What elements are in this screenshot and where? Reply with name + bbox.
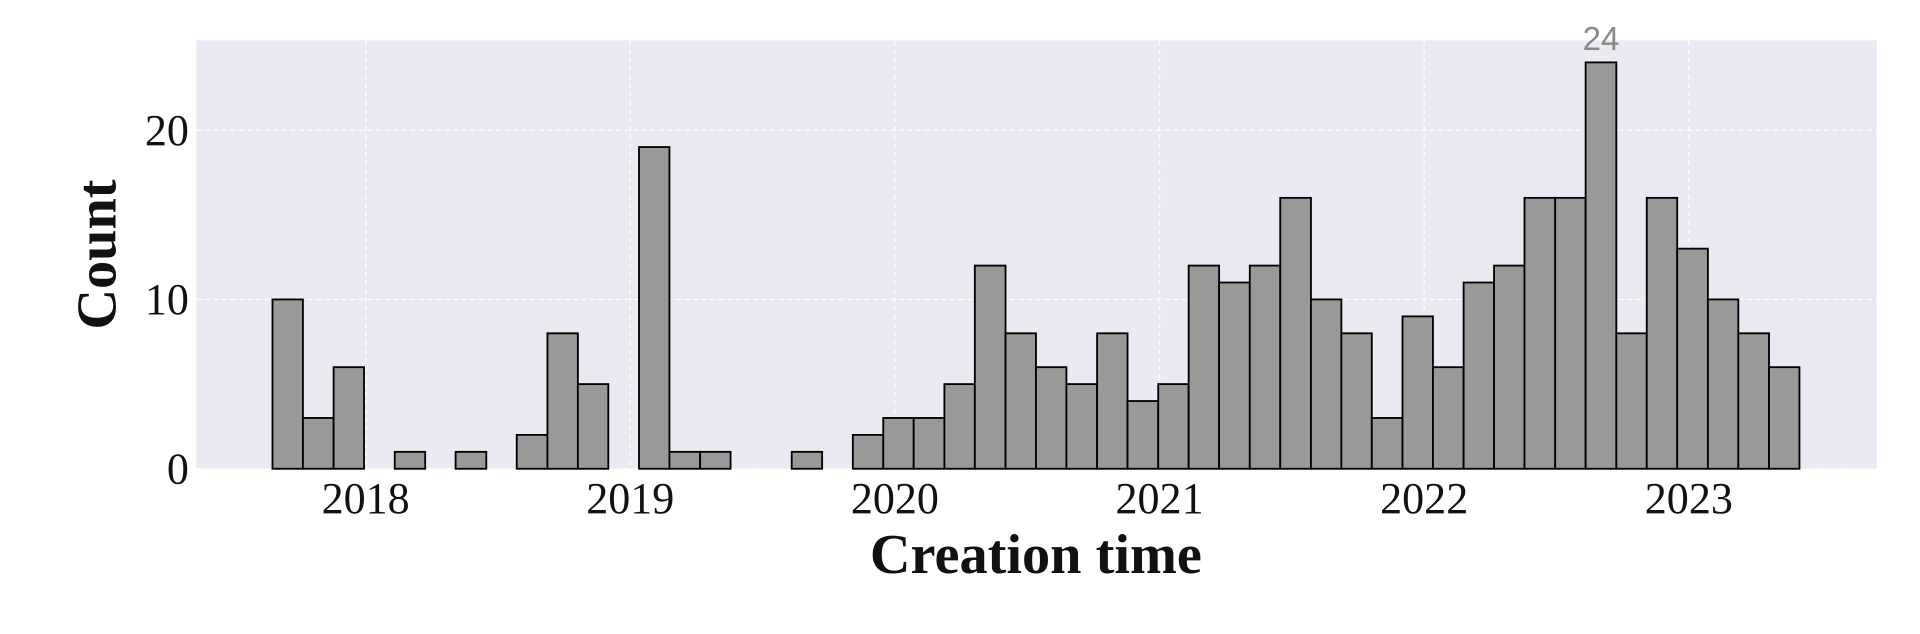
x-tick-label: 2021 <box>1116 474 1204 523</box>
bar <box>790 450 824 470</box>
x-axis-title: Creation time <box>870 524 1202 586</box>
bar <box>1004 332 1037 470</box>
bar <box>1676 247 1709 470</box>
bar <box>912 417 946 470</box>
bar <box>1035 366 1068 470</box>
y-tick-label: 20 <box>145 106 189 155</box>
bar <box>1126 400 1160 470</box>
bar <box>1584 61 1618 470</box>
bar <box>576 383 610 470</box>
bars <box>271 61 1801 470</box>
bar <box>638 146 671 470</box>
bar <box>1370 417 1404 470</box>
y-tick-label: 10 <box>145 275 189 324</box>
bar <box>271 298 304 470</box>
bar <box>1248 264 1282 470</box>
x-tick-label: 2018 <box>322 474 410 523</box>
bar <box>332 366 365 470</box>
bar <box>546 332 579 470</box>
bar <box>1065 383 1099 470</box>
bar <box>301 417 335 470</box>
bar <box>1157 383 1190 470</box>
bar <box>1554 196 1587 470</box>
bar <box>1615 332 1648 470</box>
bar <box>1737 332 1770 470</box>
bar <box>1218 281 1251 470</box>
y-axis-title: Count <box>66 179 128 329</box>
x-tick-label: 2020 <box>851 474 939 523</box>
y-tick-label: 0 <box>167 444 189 493</box>
bar <box>699 450 732 470</box>
bar <box>454 450 488 470</box>
bar <box>882 417 915 470</box>
bar <box>393 450 427 470</box>
bar <box>1493 264 1526 470</box>
bar <box>1432 366 1465 470</box>
data-label: 24 <box>1583 21 1620 58</box>
bar <box>973 264 1007 470</box>
bar <box>851 433 885 470</box>
bar <box>1523 196 1557 470</box>
bar <box>1645 196 1679 470</box>
x-tick-label: 2022 <box>1380 474 1468 523</box>
bar <box>515 433 549 470</box>
bar <box>1096 332 1129 470</box>
bar <box>1768 366 1801 470</box>
bar <box>1340 332 1373 470</box>
bar <box>1279 196 1312 470</box>
bar <box>1401 315 1434 470</box>
bar <box>1462 281 1495 470</box>
bar <box>1187 264 1221 470</box>
bar <box>668 450 702 470</box>
bar <box>943 383 976 470</box>
bar <box>1310 298 1343 470</box>
bar <box>1706 298 1740 470</box>
x-tick-label: 2023 <box>1645 474 1733 523</box>
x-tick-label: 2019 <box>586 474 674 523</box>
